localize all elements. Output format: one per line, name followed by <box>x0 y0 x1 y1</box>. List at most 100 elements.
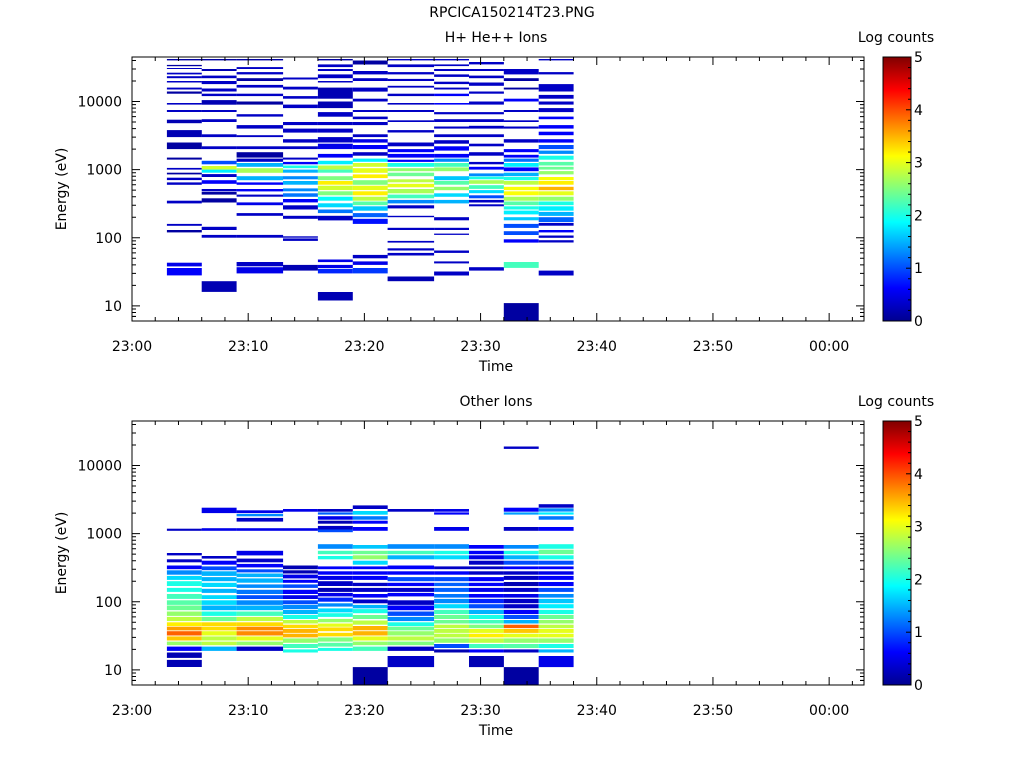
heatmap-cell <box>538 620 574 624</box>
heatmap-cell <box>317 169 353 173</box>
heatmap-cell <box>317 81 353 83</box>
heatmap-cell <box>317 74 353 79</box>
heatmap-cell <box>503 604 539 609</box>
heatmap-cell <box>469 604 504 609</box>
heatmap-cell <box>317 581 353 586</box>
heatmap-cell <box>283 264 318 268</box>
heatmap-cell <box>352 78 388 81</box>
heatmap-cell <box>201 566 237 571</box>
heatmap-cell <box>352 566 388 570</box>
heatmap-cell <box>434 628 469 633</box>
heatmap-cell <box>434 571 469 575</box>
heatmap-cell <box>201 234 237 238</box>
heatmap-cell <box>283 570 318 574</box>
heatmap-cell <box>503 507 539 512</box>
heatmap-cell <box>434 638 469 643</box>
heatmap-cell <box>283 584 318 588</box>
heatmap-cell <box>166 626 202 631</box>
heatmap-cell <box>538 101 574 105</box>
heatmap-cell <box>503 527 539 531</box>
colorbar-scale <box>882 420 912 686</box>
heatmap-cell <box>538 116 574 120</box>
heatmap-cell <box>503 177 539 181</box>
colorbar-ticks: 0 1 2 3 4 5 <box>906 50 923 330</box>
heatmap-cell <box>434 69 469 71</box>
y-tick-label: 10000 <box>77 95 122 111</box>
heatmap-cell <box>352 87 388 92</box>
heatmap-cell <box>387 168 435 172</box>
heatmap-cell <box>469 615 504 619</box>
heatmap-cell <box>317 128 353 133</box>
heatmap-cell <box>201 636 237 641</box>
heatmap-cell <box>434 176 469 181</box>
heatmap-cell <box>317 112 353 117</box>
heatmap-cell <box>387 120 435 122</box>
heatmap-cell <box>387 205 435 209</box>
heatmap-cell <box>283 122 318 126</box>
heatmap-cell <box>434 146 469 151</box>
heatmap-cell <box>317 550 353 555</box>
heatmap-cell <box>317 529 353 533</box>
heatmap-cell <box>352 116 388 120</box>
heatmap-cell <box>503 110 539 112</box>
heatmap-cell <box>503 575 539 580</box>
heatmap-cell <box>283 600 318 605</box>
heatmap-cell <box>387 611 435 616</box>
panel-title: H+ He++ Ions <box>445 30 548 46</box>
heatmap-cell <box>387 199 435 204</box>
heatmap-cell <box>538 230 574 233</box>
heatmap-cell <box>387 582 435 587</box>
heatmap-cell <box>317 203 353 208</box>
heatmap-cell <box>469 633 504 638</box>
heatmap-cell <box>317 627 353 632</box>
heatmap-cell <box>469 166 504 170</box>
heatmap-cell <box>387 172 435 177</box>
heatmap-cell <box>166 575 202 580</box>
heatmap-cell <box>387 110 435 112</box>
heatmap-cell <box>166 177 202 181</box>
heatmap-cell <box>166 167 202 170</box>
heatmap-cell <box>538 240 574 243</box>
heatmap-cell <box>317 597 353 602</box>
heatmap-cell <box>352 152 388 156</box>
heatmap-cell <box>352 168 388 173</box>
heatmap-cell <box>434 582 469 587</box>
heatmap-cell <box>352 594 388 598</box>
heatmap-cell <box>283 205 318 210</box>
heatmap-cell <box>283 595 318 599</box>
heatmap-cell <box>434 87 469 90</box>
heatmap-cell <box>236 234 284 238</box>
heatmap-cell <box>352 609 388 614</box>
heatmap-cell <box>317 556 353 560</box>
heatmap-cell <box>434 153 469 158</box>
heatmap-cell <box>387 142 435 147</box>
heatmap-cell <box>166 611 202 616</box>
heatmap-cell <box>236 262 284 267</box>
heatmap-cell <box>434 64 469 67</box>
heatmap-cell <box>538 84 574 92</box>
heatmap-cell <box>166 157 202 160</box>
heatmap-cell <box>317 101 353 109</box>
heatmap-cell <box>434 577 469 582</box>
heatmap-cell <box>434 594 469 598</box>
heatmap-cell <box>166 87 202 90</box>
heatmap-cell <box>469 125 504 129</box>
heatmap-cell <box>201 571 237 576</box>
heatmap-cell <box>538 512 574 515</box>
heatmap-cell <box>434 103 469 105</box>
x-axis-label: Time <box>478 359 513 375</box>
heatmap-cell <box>469 185 504 189</box>
heatmap-cell <box>469 176 504 180</box>
heatmap-cell <box>387 565 435 570</box>
heatmap-cell <box>434 140 469 144</box>
heatmap-cell <box>387 592 435 597</box>
heatmap-cell <box>538 94 574 99</box>
heatmap-cell <box>503 196 539 201</box>
heatmap-cell <box>352 206 388 211</box>
heatmap-cell <box>236 194 284 197</box>
heatmap-cell <box>352 582 388 587</box>
heatmap-cell <box>201 646 237 651</box>
heatmap-cell <box>317 264 353 268</box>
heatmap-cell <box>352 555 388 560</box>
heatmap-cell <box>352 163 388 167</box>
